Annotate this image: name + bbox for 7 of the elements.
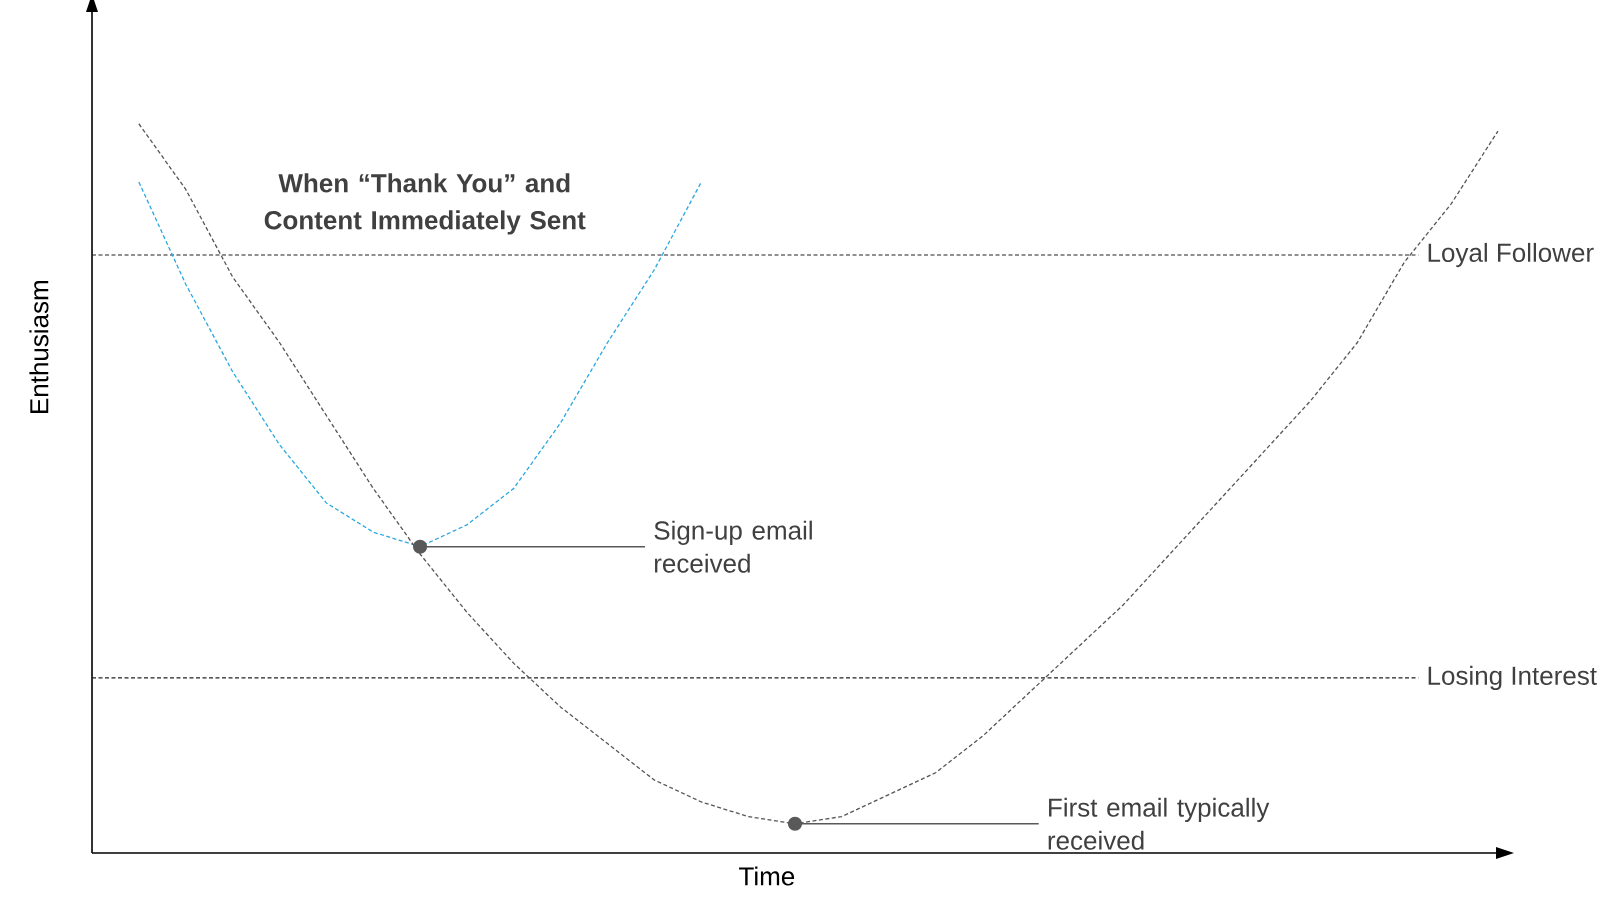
- y-axis-title: Enthusiasm: [29, 280, 49, 413]
- ref-line-label: Losing Interest: [1428, 665, 1597, 691]
- annotation: Sign-up email received: [654, 520, 812, 573]
- x-axis-title: Time: [739, 866, 795, 886]
- annotation: First email typically received: [1048, 797, 1270, 850]
- annotation: When “Thank You” and Content Immediately Sent: [264, 173, 586, 235]
- ref-line-label: Loyal Follower: [1428, 242, 1594, 268]
